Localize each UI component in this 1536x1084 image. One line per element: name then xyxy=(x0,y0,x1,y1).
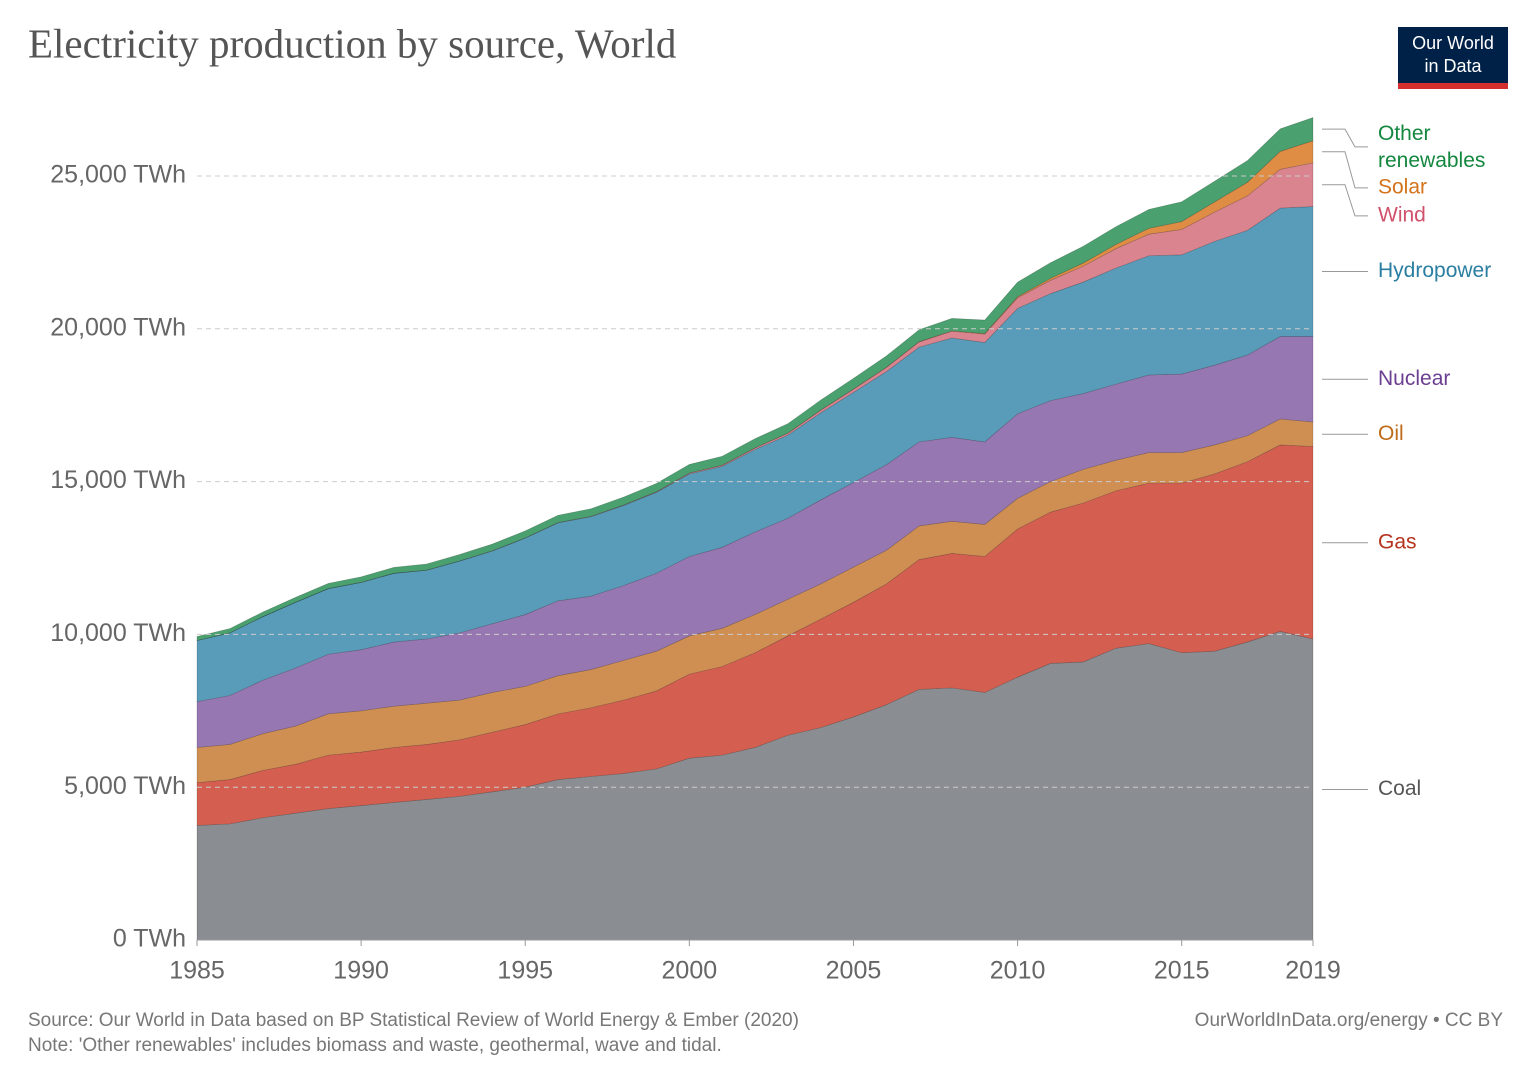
area xyxy=(196,117,1314,641)
x-tick-label: 1985 xyxy=(169,957,225,985)
y-tick-label: 15,000 TWh xyxy=(50,466,186,494)
label-connector xyxy=(1322,151,1368,189)
x-tick-label: 2005 xyxy=(826,957,882,985)
y-tick-label: 20,000 TWh xyxy=(50,313,186,341)
source: Source: Our World in Data based on BP St… xyxy=(28,1010,799,1031)
legend-label: Wind xyxy=(1378,203,1426,226)
y-tick-label: 10,000 TWh xyxy=(50,619,186,647)
url: OurWorldInData.org/energy • CC BY xyxy=(1195,1010,1504,1031)
chart-title: Electricity production by source, World xyxy=(28,20,676,66)
y-tick-label: 25,000 TWh xyxy=(50,161,186,189)
x-tick-label: 2010 xyxy=(990,957,1046,985)
legend-label: Oil xyxy=(1378,422,1404,445)
x-tick-label: 2019 xyxy=(1285,957,1341,985)
logo: Our World in Data xyxy=(1398,27,1508,89)
note: Note: 'Other renewables' includes biomas… xyxy=(28,1035,722,1056)
label-connector xyxy=(1322,184,1368,217)
logo-text: Our World xyxy=(1412,33,1494,53)
y-tick-label: 0 TWh xyxy=(113,925,186,953)
legend-label: Solar xyxy=(1378,175,1427,198)
x-tick-label: 2000 xyxy=(662,957,718,985)
legend-label: Nuclear xyxy=(1378,367,1450,390)
label-connector xyxy=(1322,128,1368,148)
y-tick-label: 5,000 TWh xyxy=(64,772,186,800)
legend-label: Hydropower xyxy=(1378,259,1491,282)
x-tick-label: 2015 xyxy=(1154,957,1210,985)
logo-bar xyxy=(1398,83,1508,89)
logo-text: in Data xyxy=(1424,56,1482,76)
legend-label: Gas xyxy=(1378,530,1417,553)
legend-label: Other renewables xyxy=(1378,121,1485,171)
x-tick-label: 1990 xyxy=(333,957,389,985)
logo-box xyxy=(1398,27,1508,83)
legend-label: Coal xyxy=(1378,777,1421,800)
x-tick-label: 1995 xyxy=(497,957,553,985)
